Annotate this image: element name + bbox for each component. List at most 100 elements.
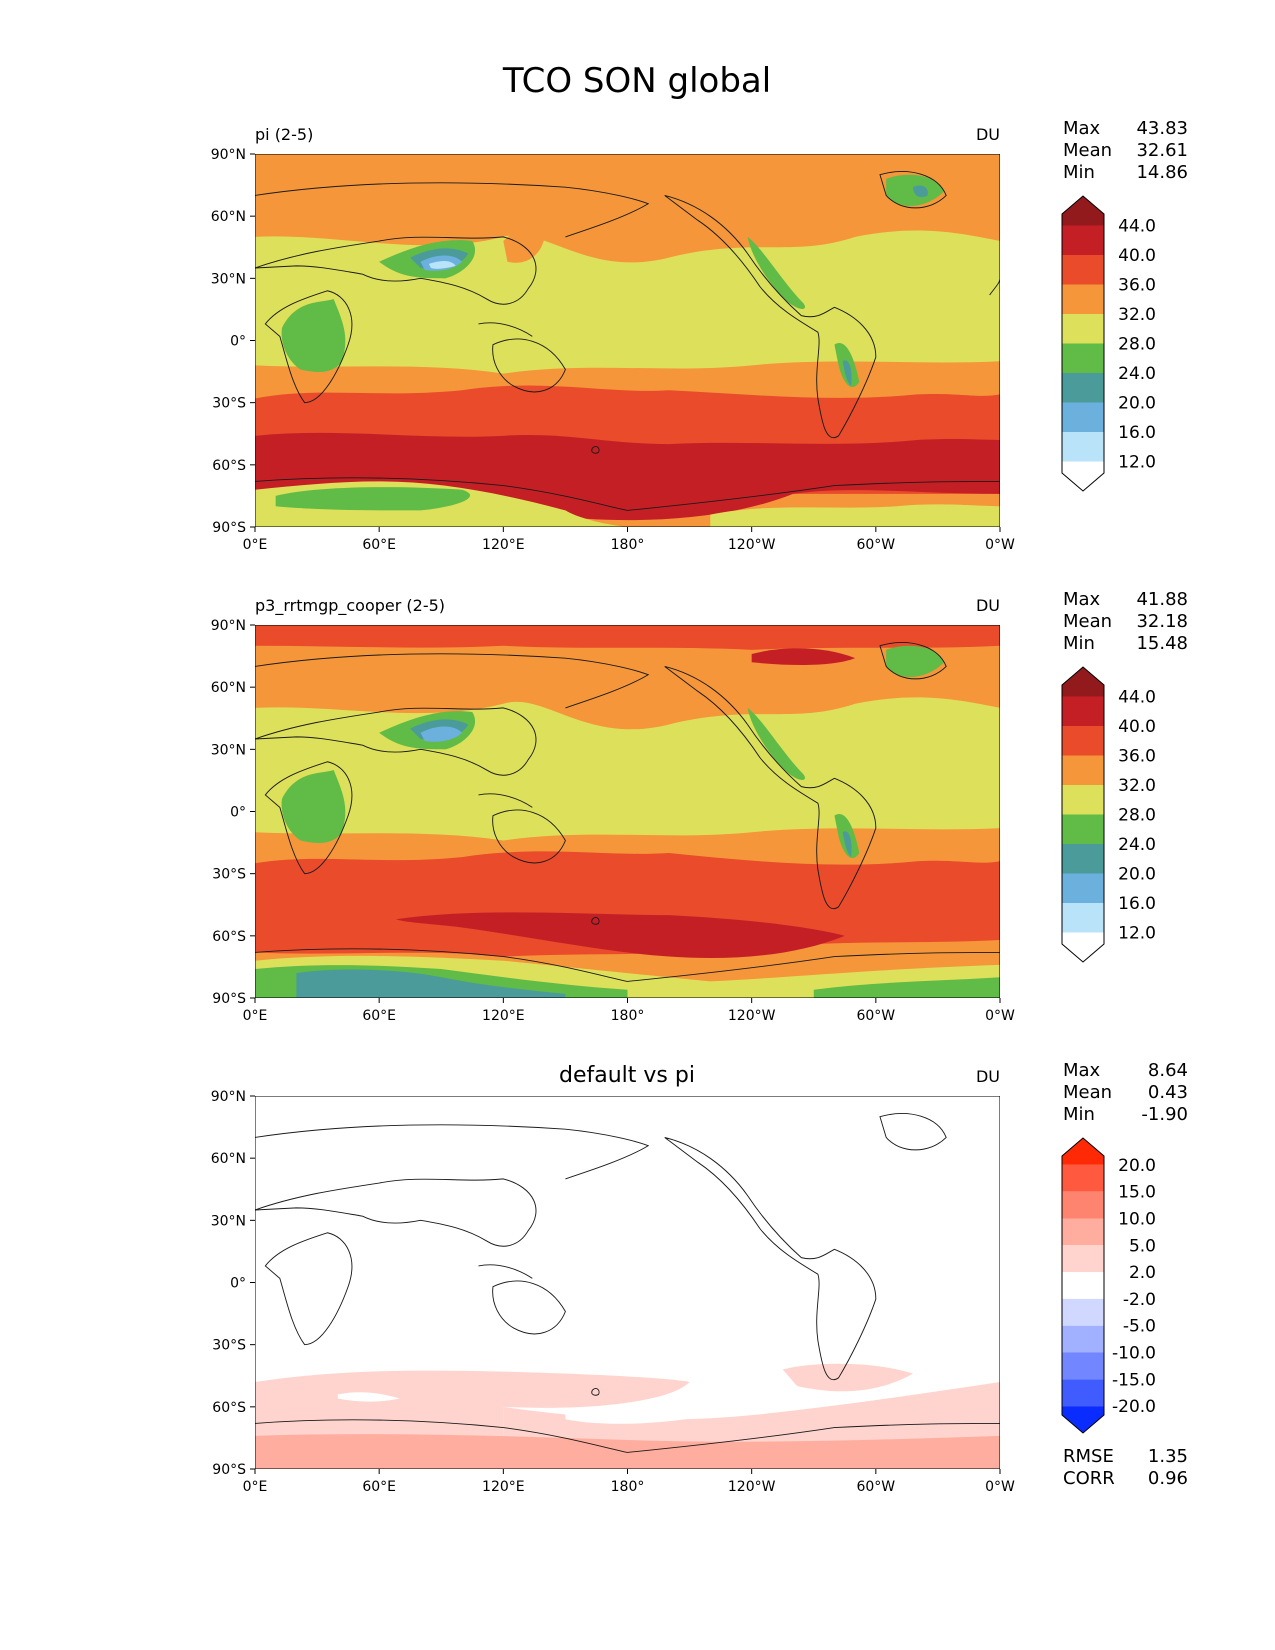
stat-value: 15.48 — [1136, 633, 1188, 654]
panel-1-field — [255, 154, 1000, 527]
lon-tick-label: 0°W — [985, 537, 1015, 553]
panel-3-stats: Max 8.64 Mean 0.43 Min -1.90 — [1063, 1060, 1188, 1125]
lat-tick-label: 30°S — [212, 396, 246, 412]
colorbar-segment — [1062, 1218, 1104, 1246]
colorbar-tick-label: 32.0 — [1118, 776, 1156, 796]
extra-stat-value: 1.35 — [1148, 1446, 1188, 1467]
colorbar-tick-label: 5.0 — [1129, 1236, 1156, 1256]
colorbar-segment — [1062, 402, 1104, 432]
colorbar-segment — [1062, 1164, 1104, 1192]
colorbar-tick-label: -5.0 — [1123, 1317, 1156, 1337]
panel-2-stats: Max 41.88 Mean 32.18 Min 15.48 — [1063, 589, 1188, 654]
lon-tick-label: 0°W — [985, 1479, 1015, 1495]
lon-tick-label: 60°E — [362, 1008, 396, 1024]
colorbar-segment — [1062, 461, 1104, 491]
colorbar-segment — [1062, 196, 1104, 226]
colorbar-tick-label: 15.0 — [1118, 1183, 1156, 1203]
colorbar-segment — [1062, 667, 1104, 697]
panel-2-coastlines — [255, 642, 1000, 982]
lon-tick-label: 120°E — [482, 1479, 525, 1495]
colorbar-segment — [1062, 1138, 1104, 1165]
colorbar-segment — [1062, 903, 1104, 933]
colorbar-tick-label: 28.0 — [1118, 335, 1156, 355]
lon-tick-label: 120°W — [728, 537, 776, 553]
colorbar-tick-label: 16.0 — [1118, 894, 1156, 914]
lat-tick-label: 30°N — [211, 742, 246, 758]
stat-label: Max — [1063, 589, 1101, 610]
colorbar-segment — [1062, 255, 1104, 285]
stat-label: Max — [1063, 118, 1101, 139]
lon-tick-label: 0°E — [243, 1479, 268, 1495]
extra-stat-value: 0.96 — [1148, 1468, 1188, 1489]
colorbar-tick-label: 36.0 — [1118, 276, 1156, 296]
lat-tick-label: 90°S — [212, 520, 246, 536]
lon-tick-label: 60°E — [362, 537, 396, 553]
colorbar-segment — [1062, 873, 1104, 903]
lat-tick-label: 30°S — [212, 867, 246, 883]
colorbar-outline — [1061, 195, 1105, 492]
panel-1-coastlines — [255, 171, 1000, 511]
colorbar-tick-label: 40.0 — [1118, 246, 1156, 266]
colorbar-segment — [1062, 814, 1104, 844]
panel-1-stats: Max 43.83 Mean 32.61 Min 14.86 — [1063, 118, 1188, 183]
colorbar-tick-label: 36.0 — [1118, 747, 1156, 767]
colorbar-segment — [1062, 1272, 1104, 1299]
colorbar-tick-label: 2.0 — [1129, 1263, 1156, 1283]
panel-2-units: DU — [976, 596, 1000, 615]
lat-tick-label: 90°S — [212, 991, 246, 1007]
colorbar-tick-label: -2.0 — [1123, 1290, 1156, 1310]
lat-tick-label: 90°N — [211, 147, 246, 163]
panel-2-left-title: p3_rrtmgp_cooper (2-5) — [255, 596, 445, 616]
lon-tick-label: 180° — [611, 1008, 645, 1024]
colorbar-outline — [1061, 1137, 1105, 1434]
colorbar-segment — [1062, 1191, 1104, 1219]
panel-3-axes: 90°N 60°N 30°N 0° 30°S 60°S 90°S0°E 60°E 120°E 18… — [211, 1089, 1015, 1495]
lat-tick-label: 30°S — [212, 1338, 246, 1354]
lat-tick-label: 60°S — [212, 929, 246, 945]
stat-label: Min — [1063, 633, 1095, 654]
panel-1-map — [255, 154, 1000, 527]
extra-stat-label: RMSE — [1063, 1446, 1114, 1467]
stat-value: 41.88 — [1136, 589, 1188, 610]
stat-label: Min — [1063, 162, 1095, 183]
lon-tick-label: 180° — [611, 1479, 645, 1495]
lat-tick-label: 90°S — [212, 1462, 246, 1478]
lat-tick-label: 90°N — [211, 618, 246, 634]
colorbar-segment — [1062, 755, 1104, 785]
panel-2-axes: 90°N 60°N 30°N 0° 30°S 60°S 90°S0°E 60°E 120°E 18… — [211, 618, 1015, 1024]
lat-tick-label: 90°N — [211, 1089, 246, 1105]
stat-label: Min — [1063, 1104, 1095, 1125]
lat-tick-label: 30°N — [211, 1213, 246, 1229]
lat-tick-label: 60°N — [211, 1151, 246, 1167]
panel-1-units: DU — [976, 125, 1000, 144]
colorbar-tick-label: 24.0 — [1118, 364, 1156, 384]
colorbar-tick-label: 12.0 — [1118, 453, 1156, 473]
panel-2: 90°N 60°N 30°N 0° 30°S 60°S 90°S0°E 60°E 120°E 18… — [211, 589, 1188, 1024]
colorbar-tick-label: 44.0 — [1118, 688, 1156, 708]
colorbar-segment — [1062, 1325, 1104, 1353]
panel-3-coastlines — [255, 1113, 1000, 1453]
stat-value: 14.86 — [1136, 162, 1188, 183]
colorbar-tick-label: 12.0 — [1118, 924, 1156, 944]
lon-tick-label: 180° — [611, 537, 645, 553]
colorbar-segment — [1062, 373, 1104, 403]
colorbar-segment — [1062, 785, 1104, 815]
colorbar-tick-label: 32.0 — [1118, 305, 1156, 325]
colorbar-segment — [1062, 1379, 1104, 1407]
colorbar-tick-label: -20.0 — [1112, 1397, 1156, 1417]
stat-label: Mean — [1063, 611, 1112, 632]
stat-value: 8.64 — [1148, 1060, 1188, 1081]
lon-tick-label: 60°W — [856, 1479, 895, 1495]
colorbar-segment — [1062, 225, 1104, 255]
lat-tick-label: 60°N — [211, 209, 246, 225]
colorbar-segment — [1062, 1352, 1104, 1380]
colorbar-tick-label: 20.0 — [1118, 394, 1156, 414]
lon-tick-label: 60°W — [856, 1008, 895, 1024]
lat-tick-label: 60°S — [212, 1400, 246, 1416]
extra-stat-label: CORR — [1063, 1468, 1115, 1489]
colorbar-tick-label: 10.0 — [1118, 1209, 1156, 1229]
colorbar-tick-label: 20.0 — [1118, 865, 1156, 885]
stat-value: 0.43 — [1148, 1082, 1188, 1103]
colorbar-tick-label: 44.0 — [1118, 217, 1156, 237]
colorbar-tick-label: 20.0 — [1118, 1156, 1156, 1176]
